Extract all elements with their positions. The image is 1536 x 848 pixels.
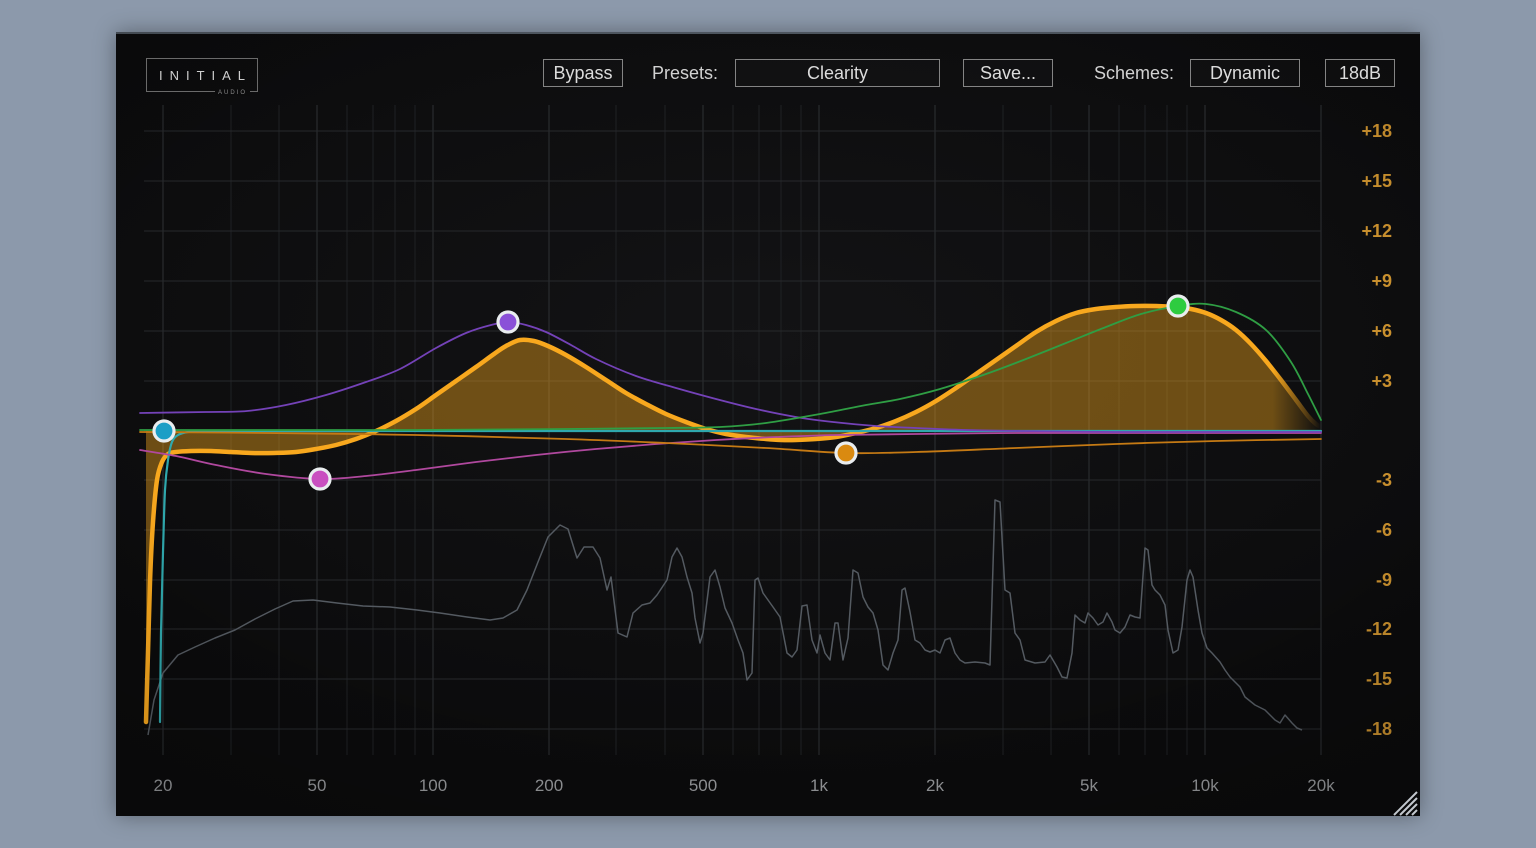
plugin-window: 20 50 100 200 500 1k 2k 5k 10k 20k +18 +15 +12 +9 +6 +3… [116,32,1420,816]
eq-sum-curve [143,303,1324,725]
preset-selector[interactable]: Clearity [735,59,940,87]
band-lowmid-bell-handle[interactable] [496,310,520,334]
gain-tick-label: -6 [1376,520,1392,540]
freq-tick-label: 20k [1307,776,1335,795]
band-high-bell-handle[interactable] [1166,294,1190,318]
gain-tick-label: -12 [1366,619,1392,639]
save-button[interactable]: Save... [963,59,1053,87]
scheme-selector[interactable]: Dynamic [1190,59,1300,87]
gain-tick-label: -15 [1366,669,1392,689]
schemes-label: Schemes: [1094,62,1175,83]
band-high-bell-curve [139,302,1322,431]
gain-tick-label: -3 [1376,470,1392,490]
freq-axis-labels: 20 50 100 200 500 1k 2k 5k 10k 20k [154,776,1336,795]
freq-tick-label: 10k [1191,776,1219,795]
band-lowmid-bell-curve [139,321,1322,433]
gain-tick-label: +12 [1361,221,1392,241]
gain-tick-label: +15 [1361,171,1392,191]
brand-sub: AUDIO [214,90,250,96]
resize-grip[interactable] [1392,790,1418,816]
gain-axis-labels: +18 +15 +12 +9 +6 +3 -3 -6 -9 -12 -15 -18 [1361,121,1392,739]
eq-graph: 20 50 100 200 500 1k 2k 5k 10k 20k +18 +15 +12 +9 +6 +3… [139,105,1392,795]
band-low-bell-curve [139,432,1322,480]
freq-tick-label: 1k [810,776,828,795]
range-toggle-button[interactable]: 18dB [1325,59,1395,87]
freq-tick-label: 200 [535,776,563,795]
band-highpass-handle[interactable] [152,419,176,443]
eq-sum-line [143,303,1324,725]
gain-tick-label: -18 [1366,719,1392,739]
gain-tick-label: +18 [1361,121,1392,141]
band-mid-bell-handle[interactable] [834,441,858,465]
spectrum-analyzer-trace [147,499,1303,736]
gain-tick-label: +3 [1371,371,1392,391]
band-low-bell-handle[interactable] [308,467,332,491]
band-mid-bell-curve [139,431,1322,455]
freq-tick-label: 500 [689,776,717,795]
eq-band-curves [139,302,1323,724]
gain-tick-label: -9 [1376,570,1392,590]
gain-tick-label: +9 [1371,271,1392,291]
brand-name: INITIAL [158,67,253,83]
bypass-button[interactable]: Bypass [543,59,623,87]
freq-tick-label: 50 [308,776,327,795]
presets-label: Presets: [652,62,719,83]
brand-logo: INITIAL AUDIO [146,58,258,96]
eq-sum-fill [146,305,1321,722]
freq-tick-label: 20 [154,776,173,795]
freq-tick-label: 5k [1080,776,1098,795]
gain-tick-label: +6 [1371,321,1392,341]
band-highpass-curve [158,429,1323,724]
freq-tick-label: 2k [926,776,944,795]
freq-tick-label: 100 [419,776,447,795]
